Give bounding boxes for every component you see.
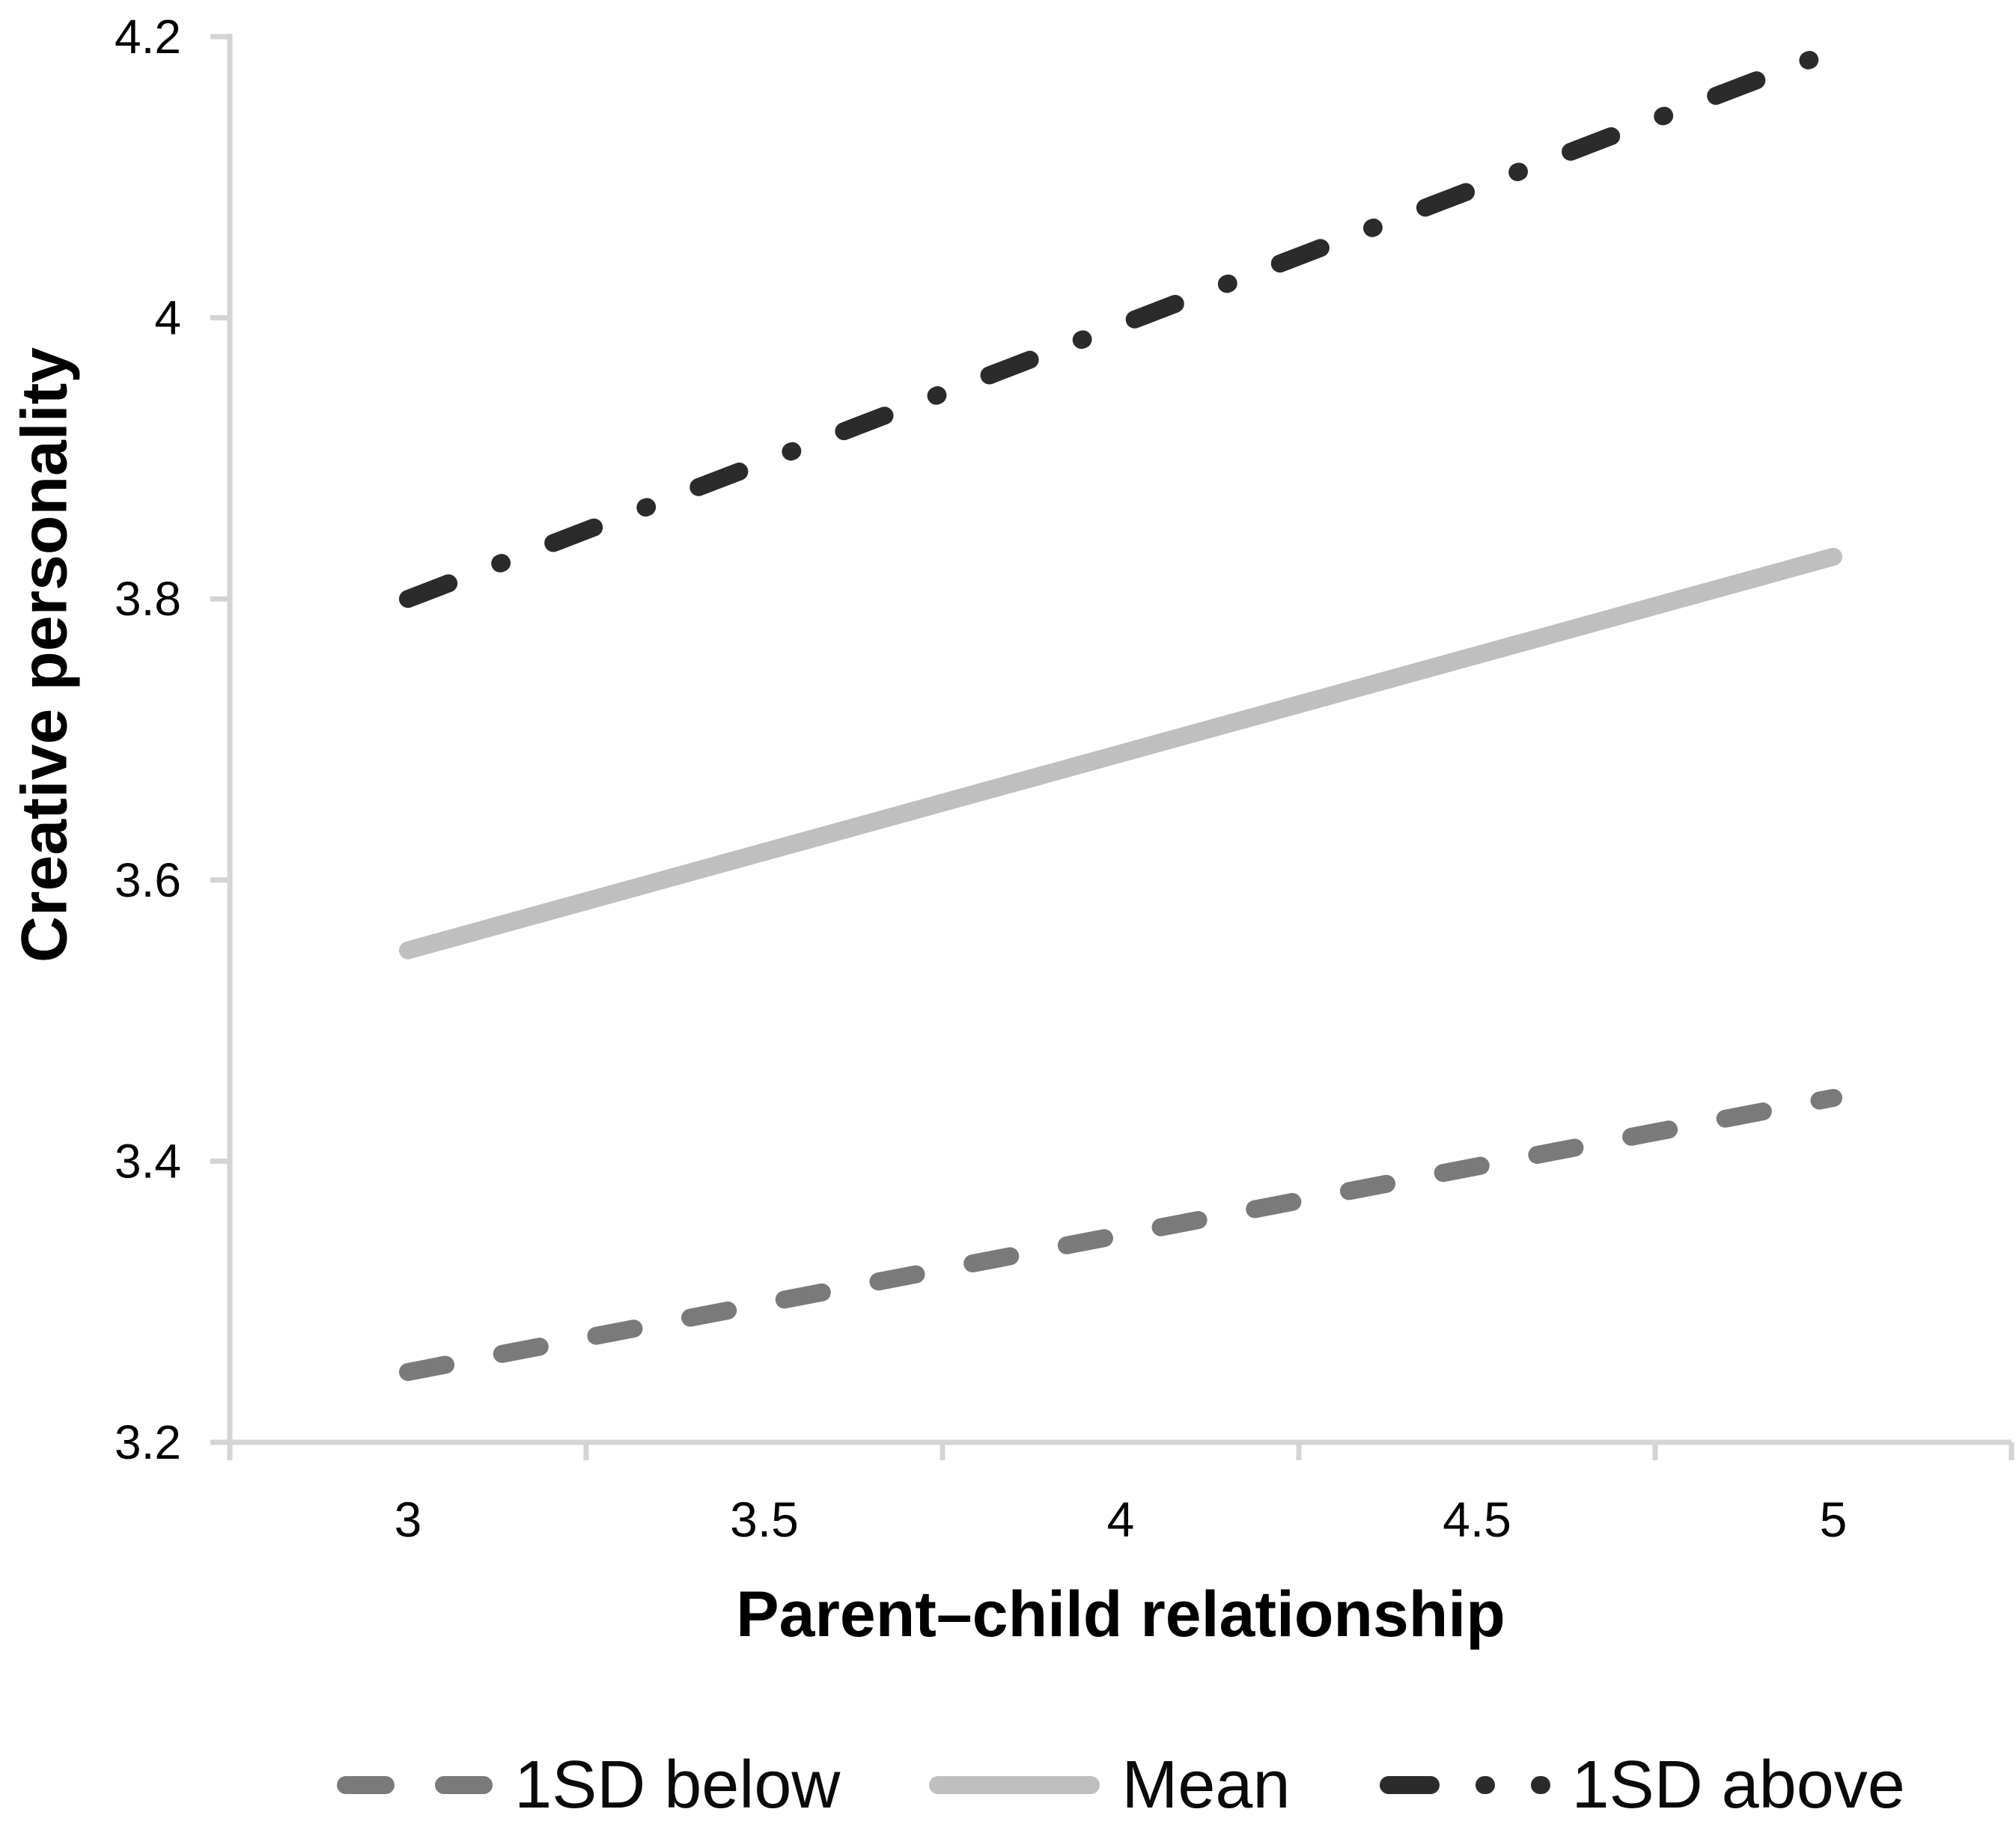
- y-tick-label: 3.6: [115, 853, 181, 907]
- y-tick-label: 4: [154, 291, 181, 345]
- dash-dot-line-sample-icon: [1379, 1776, 1550, 1794]
- legend-label-mean: Mean: [1121, 1747, 1291, 1823]
- x-axis-title: Parent–child relationship: [736, 1579, 1505, 1650]
- series-line-mean: [399, 547, 1842, 960]
- y-tick-label: 4.2: [115, 10, 181, 64]
- dashed-line-sample-icon: [337, 1776, 494, 1794]
- x-tick-label: 5: [1820, 1492, 1848, 1547]
- x-tick-label: 4: [1107, 1492, 1135, 1547]
- y-tick-label: 3.4: [115, 1134, 181, 1188]
- solid-line-sample-icon: [929, 1776, 1100, 1794]
- legend-entry-1sd-above: 1SD above: [1379, 1747, 1905, 1824]
- axis-lines: [227, 34, 2012, 1445]
- y-axis-title: Creative personality: [8, 347, 81, 963]
- y-tick-label: 3.8: [115, 572, 181, 626]
- legend: 1SD below Mean 1SD above: [230, 1744, 2012, 1824]
- series-line-1sd-below: [399, 1088, 1842, 1382]
- legend-label-1sd-below: 1SD below: [514, 1747, 841, 1823]
- legend-entry-mean: Mean: [928, 1747, 1291, 1824]
- x-tick-label: 3.5: [730, 1492, 799, 1547]
- legend-label-1sd-above: 1SD above: [1571, 1747, 1905, 1823]
- legend-entry-1sd-below: 1SD below: [336, 1747, 840, 1824]
- x-tick-label: 3: [395, 1492, 422, 1547]
- series-line-1sd-above: [399, 41, 1842, 608]
- y-tick-label: 3.2: [115, 1415, 181, 1469]
- x-tick-label: 4.5: [1443, 1492, 1511, 1547]
